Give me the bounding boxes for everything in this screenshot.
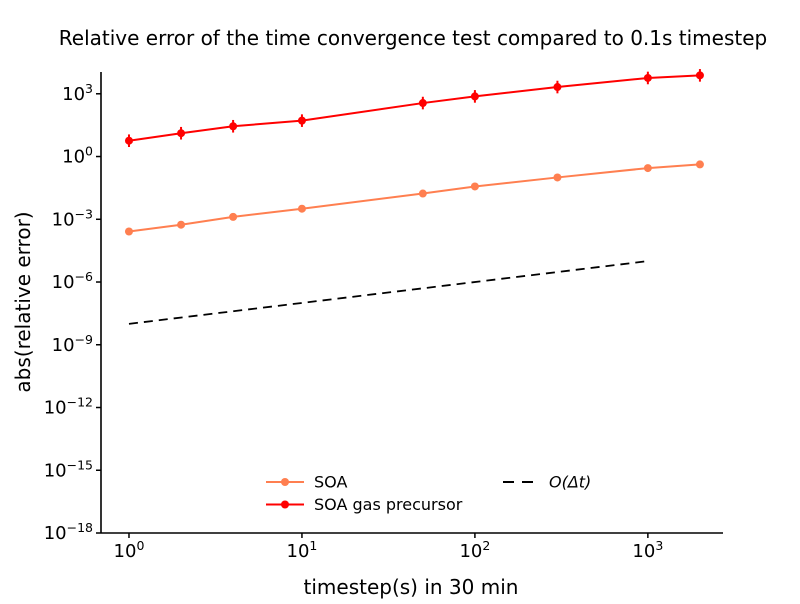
soa-gas-precursor-marker: [229, 122, 238, 131]
soa-gas-precursor-marker: [553, 83, 562, 92]
reference-line-o-t: [128, 260, 648, 325]
legend-entry-soa: SOA: [266, 473, 347, 492]
legend-entry-o-t: O(Δt): [503, 473, 591, 492]
legend-label-soa-gas-precursor: SOA gas precursor: [314, 495, 463, 514]
soa-gas-precursor-marker: [470, 92, 479, 101]
legend-label-o-t: O(Δt): [549, 473, 591, 492]
legend-entry-soa-gas-precursor: SOA gas precursor: [266, 495, 463, 514]
soa-gas-precursor-marker: [418, 99, 427, 108]
soa-marker: [553, 173, 562, 182]
legend: SOA SOA gas precursor O(Δt): [266, 473, 591, 514]
x-tick-label: 100: [114, 538, 145, 562]
y-tick-label: 10−15: [44, 457, 93, 481]
chart-title: Relative error of the time convergence t…: [59, 26, 767, 50]
legend-marker-soa: [281, 478, 289, 486]
soa-gas-precursor-marker: [297, 116, 306, 125]
soa-marker: [124, 227, 133, 236]
soa-gas-precursor-marker: [643, 73, 652, 82]
plot-content: 103 100 10−3 10−6 10−9 10−12 10−15 10−18 100 101 1…: [44, 69, 723, 562]
y-tick-label: 103: [62, 81, 93, 105]
soa-gas-precursor-line: [128, 74, 700, 142]
y-tick-label: 10−6: [52, 269, 93, 293]
soa-marker: [177, 220, 186, 229]
soa-marker: [695, 160, 704, 169]
y-tick-label: 10−9: [52, 332, 93, 356]
soa-marker: [643, 164, 652, 173]
legend-marker-soa-gas-precursor: [281, 500, 289, 509]
soa-gas-precursor-marker: [124, 136, 133, 145]
x-tick-label: 103: [632, 538, 663, 562]
soa-gas-precursor-marker: [177, 129, 186, 138]
y-tick-label: 10−12: [44, 395, 93, 419]
soa-line: [128, 163, 701, 233]
y-tick-label: 100: [62, 144, 93, 168]
soa-marker: [418, 189, 427, 198]
x-axis-label: timestep(s) in 30 min: [304, 575, 519, 599]
soa-gas-precursor-marker: [695, 71, 704, 80]
y-tick-label: 10−3: [52, 206, 93, 230]
x-tick-label: 102: [459, 538, 490, 562]
soa-marker: [297, 204, 306, 213]
y-axis-label: abs(relative error): [11, 211, 35, 392]
y-tick-label: 10−18: [44, 520, 93, 544]
soa-marker: [229, 212, 238, 221]
x-tick-label: 101: [287, 538, 318, 562]
legend-label-soa: SOA: [314, 473, 347, 492]
soa-marker: [470, 182, 479, 191]
